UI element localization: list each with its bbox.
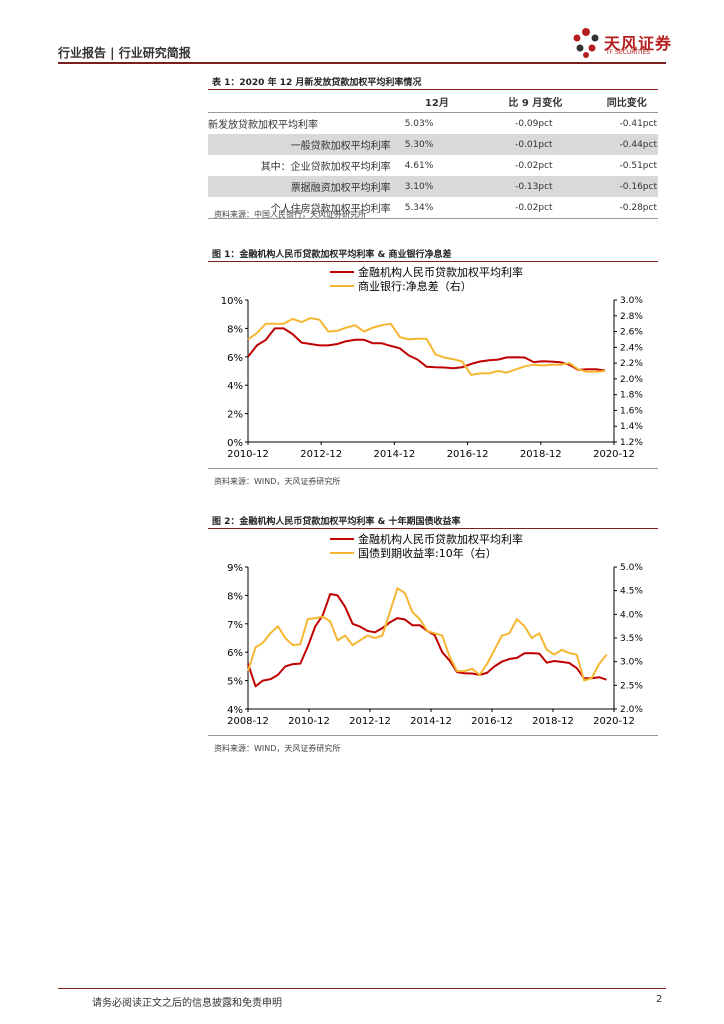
left-tick-label: 8% — [227, 591, 243, 602]
series-line-1 — [247, 327, 606, 372]
fig2-caption-rule — [208, 528, 658, 529]
left-tick-label: 8% — [227, 324, 243, 335]
left-tick-label: 7% — [227, 620, 243, 631]
table-row: 新发放贷款加权平均利率 5.03% -0.09pct -0.41pct — [208, 118, 657, 132]
right-tick-label: 2.0% — [620, 705, 643, 715]
x-tick-label: 2014-12 — [410, 716, 452, 727]
table-row: 其中：企业贷款加权平均利率 4.61% -0.02pct -0.51pct — [260, 160, 657, 174]
logo-name-en: TF SECURITIES — [606, 49, 651, 56]
table-header-blank — [208, 90, 399, 113]
right-tick-label: 2.0% — [620, 375, 643, 385]
table1-source: 资料来源：中国人民银行，天风证券研究所 — [214, 210, 366, 219]
left-tick-label: 6% — [227, 353, 243, 364]
right-tick-label: 5.0% — [620, 563, 643, 573]
right-tick-label: 4.5% — [620, 587, 643, 597]
right-tick-label: 1.6% — [620, 406, 643, 416]
x-tick-label: 2012-12 — [349, 716, 391, 727]
x-tick-label: 2008-12 — [227, 716, 269, 727]
table-header-dec: 12月 — [398, 90, 476, 113]
fig2-bottom-rule — [208, 735, 658, 736]
header-divider — [58, 62, 666, 64]
x-tick-label: 2010-12 — [288, 716, 330, 727]
right-tick-label: 2.5% — [620, 681, 643, 691]
x-tick-label: 2020-12 — [593, 716, 635, 727]
right-tick-label: 2.8% — [620, 312, 643, 322]
right-tick-label: 1.8% — [620, 391, 643, 401]
x-tick-label: 2010-12 — [227, 449, 269, 460]
x-tick-label: 2018-12 — [532, 716, 574, 727]
table-row: 票据融资加权平均利率 3.10% -0.13pct -0.16pct — [208, 176, 658, 197]
left-tick-label: 4% — [227, 705, 243, 716]
chart-nim: 0% 2% 4% 6% 8% 10% 1.2% 1.4% 1.6% 1.8% 2.0% 2.2% 2.4… — [221, 265, 644, 460]
footer-divider — [58, 988, 666, 989]
x-tick-label: 2016-12 — [447, 449, 489, 460]
right-tick-label: 3.5% — [620, 634, 643, 644]
table-row: 个人住房贷款加权平均利率 5.34% -0.02pct -0.28pct — [208, 197, 658, 219]
series-line-2 — [247, 587, 608, 682]
right-tick-label: 3.0% — [620, 658, 643, 668]
fig2-source: 资料来源：WIND，天风证券研究所 — [214, 744, 341, 753]
x-tick-label: 2020-12 — [593, 449, 635, 460]
fig1-bottom-rule — [208, 468, 658, 469]
legend-label: 国债到期收益率:10年（右） — [358, 546, 497, 560]
left-tick-label: 4% — [227, 381, 243, 392]
legend-label: 商业银行:净息差（右） — [358, 279, 472, 293]
fig1-caption: 图 1：金融机构人民币贷款加权平均利率 & 商业银行净息差 — [212, 250, 452, 260]
page-number: 2 — [656, 994, 663, 1005]
right-tick-label: 2.4% — [620, 343, 643, 353]
left-tick-label: 6% — [227, 648, 243, 659]
chart-bond-yield: 4% 5% 6% 7% 8% 9% 2.0% 2.5% 3.0% 3.5% 4.0% 4.5% 5.0%… — [227, 532, 643, 727]
right-tick-label: 1.4% — [620, 422, 643, 432]
legend-label: 金融机构人民币贷款加权平均利率 — [358, 532, 523, 546]
right-tick-label: 2.2% — [620, 359, 643, 369]
report-category: 行业报告 | 行业研究简报 — [58, 46, 191, 60]
right-tick-label: 1.2% — [620, 438, 643, 448]
left-tick-label: 9% — [227, 563, 243, 574]
legend-label: 金融机构人民币贷款加权平均利率 — [358, 265, 523, 279]
table-header-vs-sep: 比 9 月变化 — [475, 90, 596, 113]
x-tick-label: 2018-12 — [520, 449, 562, 460]
x-tick-label: 2016-12 — [471, 716, 513, 727]
fig2-caption: 图 2：金融机构人民币贷款加权平均利率 & 十年期国债收益率 — [212, 517, 461, 527]
logo-name: 天风证券 — [604, 34, 673, 53]
left-tick-label: 0% — [227, 438, 243, 449]
left-tick-label: 2% — [227, 410, 243, 421]
rate-table: 12月 比 9 月变化 同比变化 新发放贷款加权平均利率 5.03% -0.09… — [208, 90, 658, 219]
x-tick-label: 2012-12 — [300, 449, 342, 460]
table1-caption-rule — [208, 89, 658, 90]
table-row: 一般贷款加权平均利率 5.30% -0.01pct -0.44pct — [208, 134, 658, 155]
series-line-2 — [247, 317, 606, 376]
left-tick-label: 10% — [221, 296, 243, 307]
tf-logo-icon — [573, 28, 599, 58]
x-tick-label: 2014-12 — [374, 449, 416, 460]
fig1-source: 资料来源：WIND，天风证券研究所 — [214, 477, 341, 486]
table-header-yoy: 同比变化 — [595, 90, 658, 113]
table1-caption: 表 1：2020 年 12 月新发放贷款加权平均利率情况 — [212, 78, 422, 88]
right-tick-label: 2.6% — [620, 328, 643, 338]
left-tick-label: 5% — [227, 677, 243, 688]
right-tick-label: 3.0% — [620, 296, 643, 306]
fig1-caption-rule — [208, 261, 658, 262]
right-tick-label: 4.0% — [620, 610, 643, 620]
disclaimer-text: 请务必阅读正文之后的信息披露和免责申明 — [92, 998, 282, 1009]
